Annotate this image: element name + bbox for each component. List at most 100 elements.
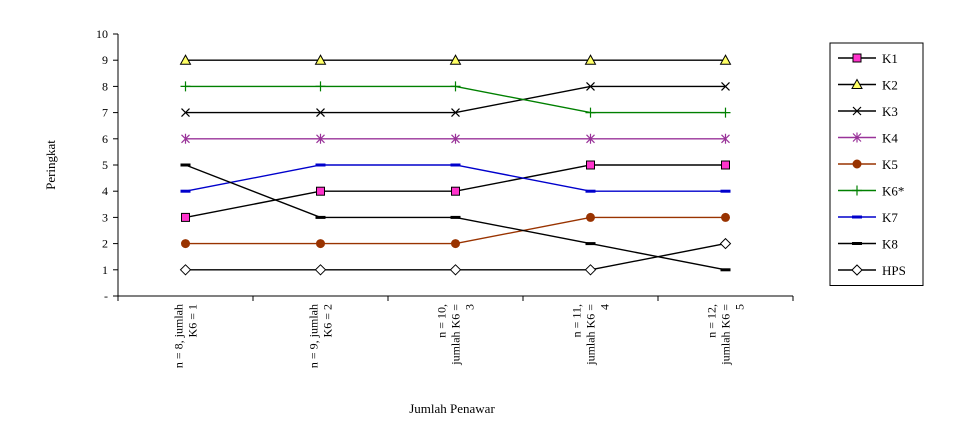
data-point — [179, 54, 192, 65]
data-point — [586, 160, 595, 170]
legend-item: K7 — [838, 210, 898, 225]
data-point — [315, 163, 326, 167]
x-tick-label-line: 4 — [598, 304, 612, 310]
x-tick-label-line: 5 — [733, 304, 747, 310]
x-tick-label-line: 3 — [463, 304, 477, 310]
series-k6 — [180, 81, 731, 118]
data-point — [180, 81, 191, 92]
legend-label: K6* — [882, 184, 904, 199]
x-tick-label: n = 12, jumlah K6 = 5 — [705, 304, 747, 366]
legend-label: K7 — [882, 210, 898, 225]
y-tick-label: 9 — [102, 53, 108, 67]
y-tick-label: 7 — [102, 106, 108, 120]
data-point — [451, 239, 460, 249]
series-layer — [179, 54, 732, 276]
x-tick-label: n = 9, jumlah K6 = 2 — [307, 304, 335, 368]
series-k5 — [181, 212, 730, 249]
data-point — [720, 189, 731, 193]
data-point — [719, 237, 732, 250]
x-tick-label-line: K6 = 2 — [321, 304, 335, 337]
data-point — [721, 81, 730, 91]
legend-item: K6* — [838, 184, 904, 199]
x-tick-label-line: n = 12, — [705, 304, 719, 338]
data-point — [584, 264, 597, 276]
x-tick-label-line: K6 = 1 — [186, 304, 200, 337]
legend-item: K3 — [838, 104, 898, 119]
x-tick-label: n = 10, jumlah K6 = 3 — [435, 304, 477, 366]
data-point — [179, 264, 192, 276]
x-axis-title: Jumlah Penawar — [409, 401, 495, 416]
data-point — [721, 160, 730, 170]
data-point — [721, 133, 730, 144]
legend-label: K4 — [882, 131, 898, 146]
data-point — [586, 133, 595, 144]
y-tick-label: 1 — [102, 263, 108, 277]
data-point — [315, 81, 326, 92]
y-axis: - 1 2 3 4 5 6 7 8 9 10 — [96, 27, 119, 303]
x-tick-label-line: n = 10, — [435, 304, 449, 338]
data-point — [451, 133, 460, 144]
legend-marker — [852, 132, 862, 143]
data-point — [449, 264, 462, 276]
x-tick-label-line: jumlah K6 = — [719, 304, 733, 366]
data-point — [314, 54, 327, 65]
x-tick-label-line: jumlah K6 = — [584, 304, 598, 366]
data-point — [586, 81, 595, 91]
x-tick-label: n = 8, jumlah K6 = 1 — [172, 304, 200, 368]
series-k4 — [181, 133, 730, 144]
data-point — [720, 107, 731, 118]
data-point — [316, 133, 325, 144]
data-point — [181, 212, 190, 222]
data-point — [585, 189, 596, 193]
legend-item: K2 — [838, 78, 898, 93]
data-point — [181, 239, 190, 249]
y-tick-label: 8 — [102, 79, 108, 93]
data-point — [181, 108, 190, 118]
legend-label: K1 — [882, 51, 898, 66]
data-point — [181, 133, 190, 144]
data-point — [721, 212, 730, 222]
data-point — [585, 107, 596, 118]
y-tick-label: 5 — [102, 158, 108, 172]
series-k8 — [180, 163, 731, 272]
data-point — [584, 54, 597, 65]
data-point — [720, 268, 731, 272]
data-point — [450, 163, 461, 167]
data-point — [180, 163, 191, 167]
y-tick-label: 3 — [102, 210, 108, 224]
data-point — [719, 54, 732, 65]
x-tick-label: n = 11, jumlah K6 = 4 — [570, 304, 612, 366]
legend-marker — [852, 242, 862, 245]
legend: K1 K2 K3 K4 K5 K6* K7 K8 HPS — [829, 42, 924, 286]
legend-marker — [852, 185, 862, 196]
y-tick-label: 2 — [102, 237, 108, 251]
legend-label: K5 — [882, 157, 898, 172]
y-tick-label: 10 — [96, 27, 108, 41]
data-point — [585, 242, 596, 246]
series-hps — [179, 237, 732, 276]
series-k2 — [179, 54, 732, 65]
legend-marker — [852, 53, 862, 63]
x-tick-label-line: n = 9, jumlah — [307, 304, 321, 368]
legend-label: K2 — [882, 78, 898, 93]
x-tick-label-line: jumlah K6 = — [449, 304, 463, 366]
series-k3 — [181, 81, 730, 118]
legend-marker — [851, 78, 863, 89]
data-point — [451, 108, 460, 118]
data-point — [314, 264, 327, 276]
legend-item: K5 — [838, 157, 898, 172]
data-point — [316, 186, 325, 196]
legend-marker — [851, 264, 863, 276]
data-point — [450, 81, 461, 92]
data-point — [180, 189, 191, 193]
data-point — [315, 215, 326, 219]
series-k7 — [180, 163, 731, 193]
legend-label: K3 — [882, 104, 898, 119]
y-tick-label: - — [104, 289, 108, 303]
legend-marker — [852, 106, 862, 116]
data-point — [451, 186, 460, 196]
y-tick-label: 4 — [102, 184, 108, 198]
legend-item: HPS — [838, 263, 906, 278]
data-point — [586, 212, 595, 222]
